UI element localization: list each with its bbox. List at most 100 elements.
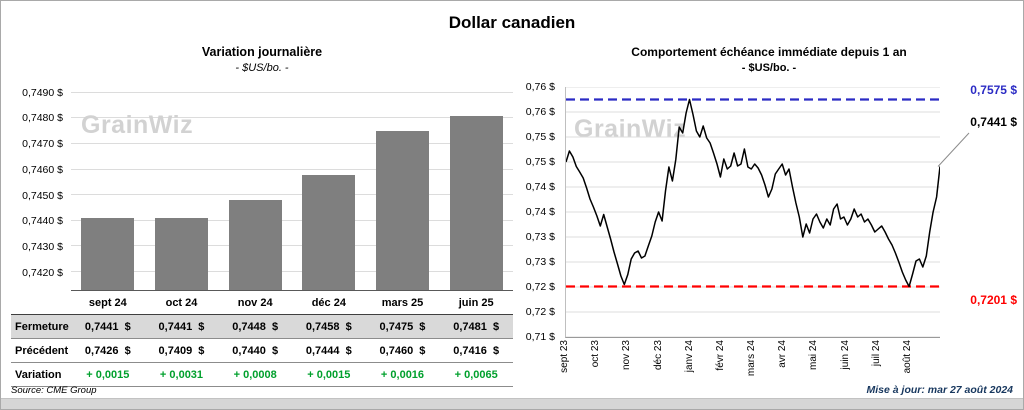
x-tick-label: oct 23 [590, 340, 602, 368]
y-tick-label: 0,7490 $ [22, 86, 63, 99]
table-cell: + 0,0031 [159, 368, 204, 381]
line-chart-title: Comportement échéance immédiate depuis 1… [631, 45, 907, 59]
column-header: oct 24 [165, 296, 198, 309]
table-cell: 0,7409 $ [158, 344, 205, 357]
row-label: Fermeture [15, 320, 69, 333]
x-tick-label: avr 24 [777, 340, 789, 368]
bar [376, 131, 430, 290]
gridline [71, 117, 513, 119]
price-line-svg [566, 87, 940, 337]
bar-slot [292, 85, 366, 290]
bar-chart: 0,7420 $ 0,7430 $ 0,7440 $ 0,7450 $ 0,7460 $… [11, 85, 513, 291]
gridline [71, 91, 513, 93]
x-tick-label: mars 24 [746, 340, 757, 377]
y-tick-label: 0,75 $ [525, 156, 555, 168]
table-cell: 0,7481 $ [453, 320, 500, 333]
table-header-row: sept 24 oct 24 nov 24 déc 24 mars 25 juin 25 [11, 291, 513, 315]
y-tick-label: 0,74 $ [525, 206, 555, 218]
y-tick-label: 0,72 $ [525, 281, 555, 293]
column-header: nov 24 [237, 296, 273, 309]
bar-chart-subtitle: - $US/bo. - [235, 62, 289, 74]
last-value-connector [937, 132, 970, 167]
line-plot-area: GrainWiz [565, 87, 940, 338]
table-row: Variation + 0,0015 + 0,0031 + 0,0008 + 0,001… [11, 363, 513, 387]
page-title: Dollar canadien [448, 13, 576, 32]
table-row: Précédent 0,7426 $ 0,7409 $ 0,7440 $ 0,7444 … [11, 339, 513, 363]
x-tick-label: janv 24 [683, 340, 695, 373]
y-tick-label: 0,76 $ [525, 81, 555, 93]
bar-slot [71, 85, 145, 290]
daily-variation-section: Variation journalière - $US/bo. - 0,7420… [11, 41, 513, 387]
table-cell: 0,7460 $ [379, 344, 426, 357]
line-chart-subtitle: - $US/bo. - [741, 62, 797, 74]
y-tick-label: 0,71 $ [525, 331, 555, 343]
y-tick-label: 0,7470 $ [22, 138, 63, 151]
table-cell: + 0,0016 [380, 368, 425, 381]
gridline [71, 142, 513, 144]
row-label: Précédent [15, 344, 69, 357]
table-row: Fermeture 0,7441 $ 0,7441 $ 0,7448 $ 0,7458 … [11, 315, 513, 339]
column-header: juin 25 [458, 296, 494, 309]
table-cell: 0,7441 $ [84, 320, 131, 333]
price-line [566, 98, 940, 288]
table-cell: 0,7475 $ [379, 320, 426, 333]
gridline [71, 219, 513, 221]
y-tick-label: 0,73 $ [525, 256, 555, 268]
gridline [71, 168, 513, 170]
bar-slot [366, 85, 440, 290]
x-tick-label: sept 23 [559, 340, 570, 373]
table-cell: + 0,0065 [454, 368, 498, 381]
bar [302, 174, 356, 290]
x-tick-label: févr 24 [714, 340, 726, 371]
prices-table: sept 24 oct 24 nov 24 déc 24 mars 25 juin 25 F… [11, 291, 513, 387]
table-cell: + 0,0008 [233, 368, 277, 381]
y-tick-label: 0,73 $ [525, 231, 555, 243]
bar-plot-area: GrainWiz [71, 85, 513, 291]
x-tick-label: nov 23 [621, 340, 633, 371]
y-tick-label: 0,7480 $ [22, 112, 63, 125]
table-cell: 0,7444 $ [305, 344, 352, 357]
y-tick-label: 0,7440 $ [22, 215, 63, 228]
bar [449, 115, 503, 290]
y-tick-label: 0,72 $ [525, 306, 555, 318]
x-tick-label: août 24 [901, 340, 913, 374]
footer-strip [1, 398, 1023, 409]
bars [71, 85, 513, 290]
low-value-label: 0,7201 $ [970, 292, 1017, 307]
y-tick-label: 0,75 $ [525, 131, 555, 143]
line-chart: 0,76 $ 0,76 $ 0,75 $ 0,75 $ 0,74 $ 0,74 $ 0,73… [521, 81, 1017, 343]
bar [154, 218, 209, 290]
y-tick-label: 0,74 $ [525, 181, 555, 193]
y-tick-label: 0,7460 $ [22, 163, 63, 176]
table-cell: 0,7440 $ [232, 344, 279, 357]
x-tick-label: mai 24 [808, 340, 820, 371]
line-y-axis: 0,76 $ 0,76 $ 0,75 $ 0,75 $ 0,74 $ 0,74 $ 0,73… [521, 81, 561, 343]
grainwiz-watermark: GrainWiz [574, 115, 687, 143]
column-header: déc 24 [311, 296, 346, 309]
source-note: Source: CME Group [11, 385, 97, 396]
y-tick-label: 0,76 $ [525, 106, 555, 118]
bar-slot [145, 85, 219, 290]
bar-y-axis: 0,7420 $ 0,7430 $ 0,7440 $ 0,7450 $ 0,7460 $… [11, 85, 71, 291]
bar-chart-title: Variation journalière [201, 45, 323, 59]
table-cell: 0,7441 $ [158, 320, 205, 333]
table-cell: + 0,0015 [307, 368, 351, 381]
gridline [71, 271, 513, 273]
gridline [71, 245, 513, 247]
updated-note: Mise à jour: mar 27 août 2024 [866, 384, 1013, 396]
table-cell: 0,7458 $ [305, 320, 352, 333]
bar-slot [218, 85, 292, 290]
y-tick-label: 0,7430 $ [22, 241, 63, 254]
table-cell: 0,7416 $ [453, 344, 500, 357]
gridline [71, 194, 513, 196]
x-tick-label: déc 23 [652, 340, 664, 371]
table-cell: + 0,0015 [86, 368, 130, 381]
table-cell: 0,7448 $ [232, 320, 279, 333]
bar-slot [439, 85, 513, 290]
table-cell: 0,7426 $ [84, 344, 131, 357]
one-year-section: Comportement échéance immédiate depuis 1… [521, 41, 1017, 395]
x-tick-label: juin 24 [839, 340, 851, 370]
bar [81, 218, 135, 290]
last-value-label: 0,7441 $ [970, 115, 1017, 129]
